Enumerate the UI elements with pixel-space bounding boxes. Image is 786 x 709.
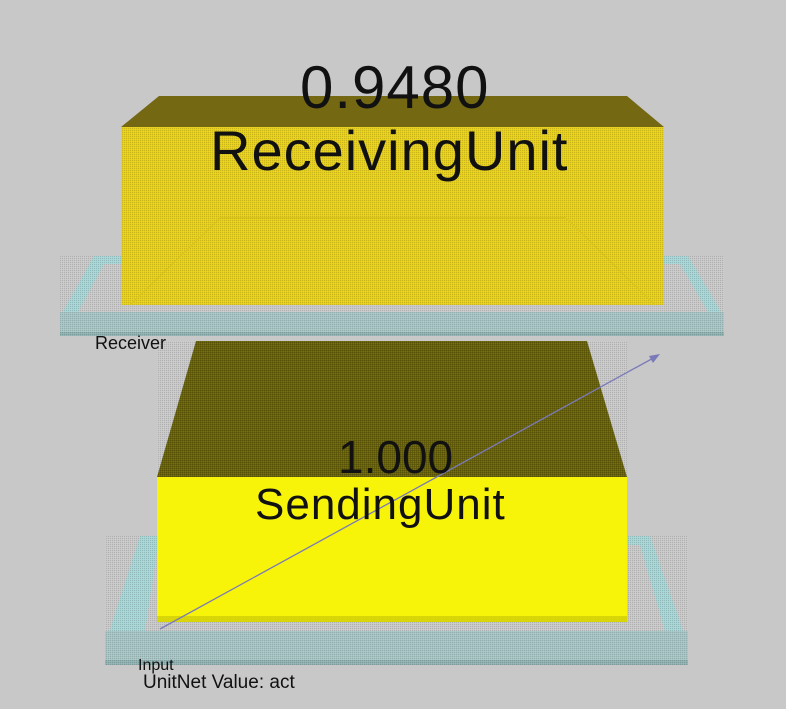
projection-connection[interactable]	[159, 354, 660, 630]
projection-arrowhead	[649, 354, 660, 363]
receiving-unit-value: 0.9480	[300, 54, 490, 121]
sending-unit-bottom-edge	[157, 616, 627, 622]
receiving-unit-inner-edge-left	[129, 217, 221, 306]
receiving-unit-block[interactable]	[121, 96, 664, 306]
sending-unit-block[interactable]	[157, 341, 627, 622]
unitnet-value-status: UnitNet Value: act	[143, 672, 295, 693]
projection-line	[159, 355, 658, 630]
receiving-unit-top-face	[121, 96, 664, 127]
sending-unit-name: SendingUnit	[255, 480, 506, 529]
input-layer-label: Input	[138, 657, 174, 674]
sending-unit-top-shade	[157, 341, 627, 477]
receiver-layer-label: Receiver	[95, 333, 167, 353]
receiving-unit-shade	[121, 127, 664, 305]
sending-unit-value: 1.000	[338, 431, 454, 483]
receiving-unit-name: ReceivingUnit	[210, 119, 569, 182]
receiving-unit-inner-edge-right	[565, 217, 656, 306]
